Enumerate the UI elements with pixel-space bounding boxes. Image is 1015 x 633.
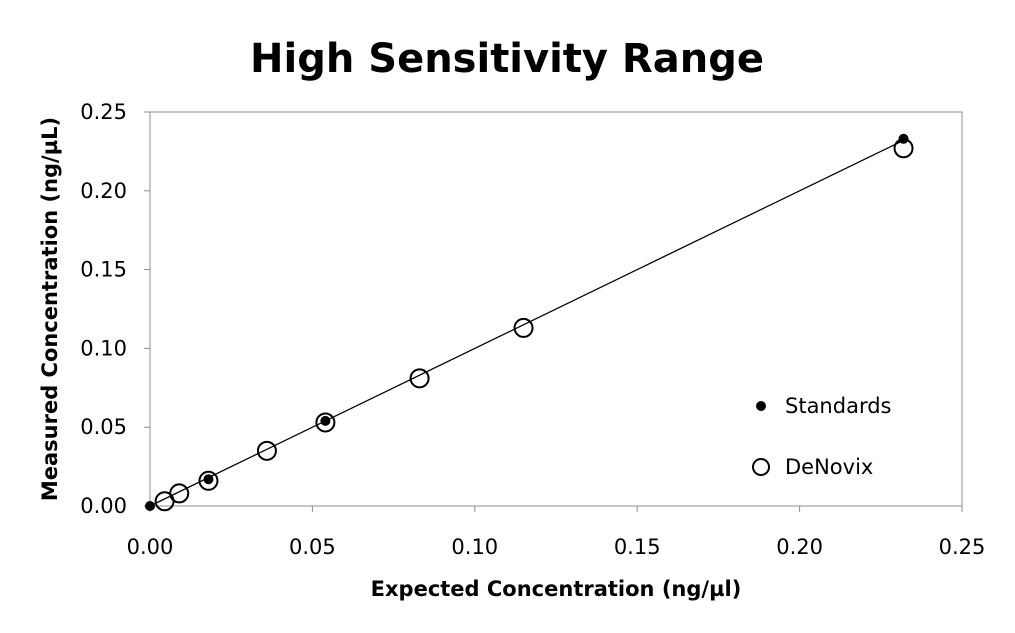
point-standards xyxy=(203,474,214,485)
x-tick-label: 0.00 xyxy=(127,535,174,559)
point-standards xyxy=(145,501,155,511)
point-denovix xyxy=(315,412,336,433)
point-denovix xyxy=(409,368,430,389)
y-tick-label: 0.05 xyxy=(80,415,127,439)
y-tick-label: 0.20 xyxy=(80,179,127,203)
y-tick-label: 0.15 xyxy=(80,258,127,282)
legend-label-standards: Standards xyxy=(785,394,891,418)
x-tick-label: 0.15 xyxy=(614,535,661,559)
trendline-layer xyxy=(149,139,904,507)
axes: 0.00 0.05 0.10 0.15 0.20 0.25 0.00 0.05 0.10 0.15… xyxy=(80,100,985,559)
x-tick-label: 0.20 xyxy=(776,535,823,559)
x-tick-label: 0.25 xyxy=(939,535,986,559)
x-tick-label: 0.05 xyxy=(289,535,336,559)
x-tick-label: 0.10 xyxy=(451,535,498,559)
legend-marker-denovix xyxy=(752,458,770,476)
point-standards xyxy=(898,133,909,144)
x-axis-title: Expected Concentration (ng/µl) xyxy=(371,577,742,601)
point-standards xyxy=(320,415,331,426)
point-denovix xyxy=(513,317,534,338)
legend: Standards DeNovix xyxy=(752,394,891,479)
points-layer xyxy=(145,133,914,512)
point-denovix xyxy=(169,483,190,504)
plot-frame xyxy=(149,111,963,507)
y-tick-label: 0.00 xyxy=(80,494,127,518)
legend-label-denovix: DeNovix xyxy=(785,455,873,479)
y-tick-label: 0.25 xyxy=(80,100,127,124)
y-tick-label: 0.10 xyxy=(80,336,127,360)
y-axis-title: Measured Concentration (ng/µL) xyxy=(38,117,62,501)
trendline xyxy=(149,139,904,507)
chart-title: High Sensitivity Range xyxy=(250,36,764,82)
legend-marker-standards xyxy=(756,401,766,411)
point-denovix xyxy=(198,470,219,491)
point-denovix xyxy=(256,440,277,461)
